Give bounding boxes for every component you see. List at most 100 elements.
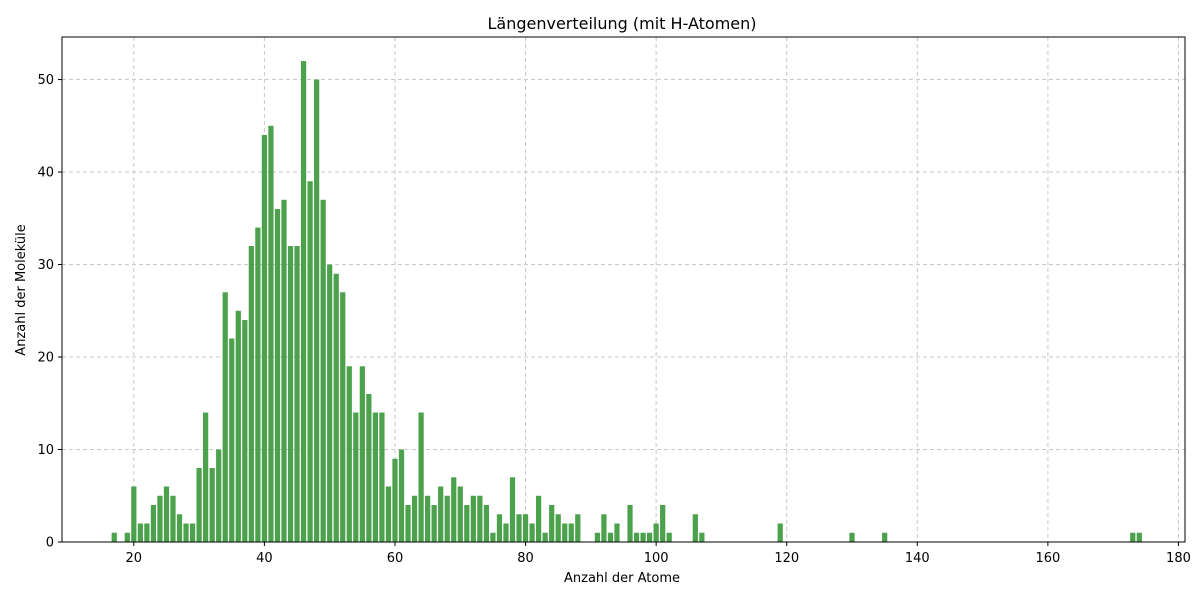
bar: [509, 477, 516, 542]
bar: [281, 199, 287, 543]
bar: [411, 495, 418, 542]
bar: [216, 449, 222, 542]
bar: [614, 523, 620, 542]
bar: [340, 292, 346, 542]
plot-frame: [61, 36, 1186, 543]
bar: [274, 209, 281, 543]
bar: [248, 246, 254, 542]
x-tick-label: 140: [905, 551, 930, 566]
bar: [431, 505, 437, 542]
bar: [483, 505, 490, 542]
bar: [699, 532, 705, 542]
bar: [346, 366, 352, 542]
bar: [470, 495, 476, 542]
bar: [242, 320, 248, 542]
chart-title: Längenverteilung (mit H-Atomen): [487, 14, 756, 33]
bar: [451, 477, 457, 542]
bar: [398, 449, 405, 542]
bar: [594, 532, 600, 542]
bar: [607, 532, 614, 542]
bar: [189, 523, 196, 542]
bar: [144, 523, 150, 542]
bar: [385, 486, 392, 542]
bar: [157, 495, 163, 542]
bar: [229, 338, 235, 542]
bar: [209, 468, 215, 542]
x-tick-label: 80: [517, 551, 534, 566]
bar: [372, 412, 379, 542]
bar: [575, 514, 581, 542]
bar: [666, 532, 672, 542]
bar: [163, 486, 170, 542]
bar: [542, 532, 548, 542]
y-tick-label: 50: [37, 73, 54, 88]
y-tick-label: 0: [46, 536, 54, 551]
bar: [692, 514, 698, 542]
bar: [150, 505, 157, 542]
x-tick-label: 160: [1035, 551, 1060, 566]
bar: [203, 412, 209, 542]
bar: [307, 181, 313, 543]
bar: [477, 495, 483, 542]
bar: [647, 532, 653, 542]
bar: [490, 532, 496, 542]
bar: [568, 523, 574, 542]
x-axis-label: Anzahl der Atome: [564, 571, 680, 586]
bar: [314, 79, 320, 543]
bar: [359, 366, 365, 542]
bar: [660, 505, 666, 542]
bar: [333, 273, 339, 542]
bar: [222, 292, 228, 542]
bar: [170, 495, 176, 542]
bar: [444, 495, 450, 542]
bar: [196, 468, 202, 542]
bar: [457, 486, 463, 542]
bar: [183, 523, 189, 542]
bar: [124, 532, 130, 542]
bar: [653, 523, 659, 542]
bar: [555, 514, 561, 542]
bar: [300, 61, 307, 543]
bar: [562, 523, 568, 542]
bar: [640, 532, 646, 542]
bar: [849, 532, 855, 542]
bar: [379, 412, 385, 542]
bar: [268, 125, 274, 543]
x-tick-label: 100: [644, 551, 669, 566]
bar: [633, 532, 640, 542]
bar: [137, 523, 143, 542]
bar: [111, 532, 117, 542]
bar: [235, 310, 241, 542]
bar: [131, 486, 137, 542]
bar: [327, 264, 333, 542]
bar: [464, 505, 470, 542]
bar: [287, 246, 294, 542]
x-tick-label: 40: [256, 551, 273, 566]
bar: [627, 505, 633, 542]
bar: [516, 514, 522, 542]
bar: [601, 514, 607, 542]
bar: [176, 514, 183, 542]
y-tick-label: 10: [37, 443, 54, 458]
bar: [549, 505, 555, 542]
bar: [1130, 532, 1136, 542]
y-tick-label: 40: [37, 166, 54, 181]
y-tick-label: 20: [37, 351, 54, 366]
bar: [438, 486, 444, 542]
y-tick-label: 30: [37, 258, 54, 273]
bar: [366, 394, 372, 542]
bar: [529, 523, 535, 542]
bars: [111, 61, 1142, 543]
bar: [777, 523, 783, 542]
x-tick-label: 180: [1166, 551, 1191, 566]
bar: [320, 199, 326, 543]
bar: [536, 495, 542, 542]
bar: [294, 246, 300, 542]
x-tick-label: 20: [126, 551, 143, 566]
y-axis-label: Anzahl der Moleküle: [14, 224, 29, 355]
bar: [503, 523, 509, 542]
x-tick-label: 120: [774, 551, 799, 566]
bar: [353, 412, 359, 542]
